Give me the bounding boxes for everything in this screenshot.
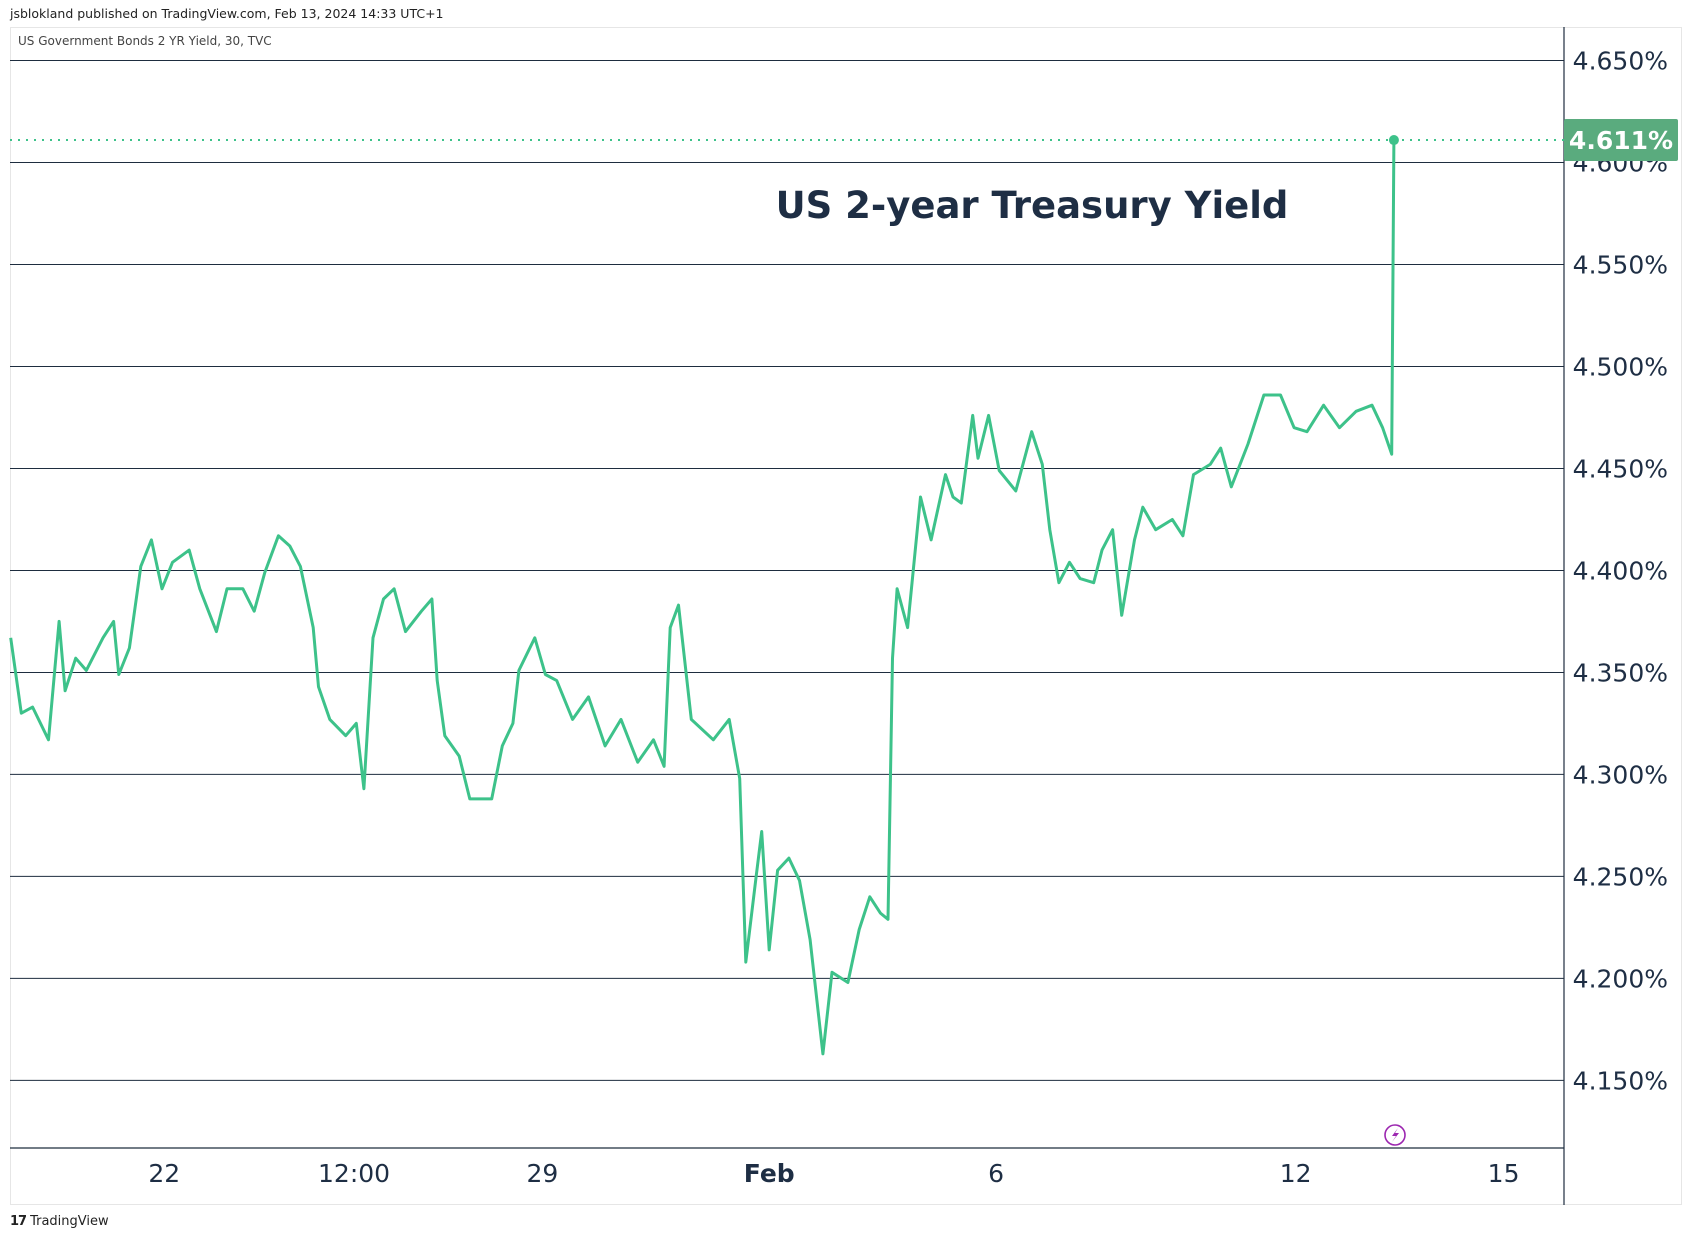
x-tick-label: 6 xyxy=(988,1159,1004,1188)
last-price-label: 4.611% xyxy=(1564,119,1678,162)
x-tick-label: 15 xyxy=(1488,1159,1520,1188)
x-axis-ticks: 22 12:00 29 Feb 6 12 15 xyxy=(148,1159,1519,1188)
y-tick-label: 4.400% xyxy=(1573,556,1668,585)
y-tick-label: 4.350% xyxy=(1573,658,1668,687)
tradingview-brand[interactable]: 17 TradingView xyxy=(10,1214,109,1229)
y-tick-label: 4.150% xyxy=(1573,1066,1668,1095)
last-price-text: 4.611% xyxy=(1569,126,1673,155)
brand-name: TradingView xyxy=(30,1214,109,1229)
chart-frame xyxy=(10,27,1682,1205)
y-tick-label: 4.550% xyxy=(1573,250,1668,279)
tradingview-logo-icon: 17 xyxy=(10,1214,27,1229)
symbol-label[interactable]: US Government Bonds 2 YR Yield, 30, TVC xyxy=(18,34,272,48)
grid-lines xyxy=(10,60,1564,1081)
lightning-event-icon[interactable] xyxy=(1384,1124,1406,1146)
y-tick-label: 4.250% xyxy=(1573,862,1668,891)
x-tick-label: 12 xyxy=(1280,1159,1312,1188)
y-tick-label: 4.450% xyxy=(1573,454,1668,483)
y-tick-label: 4.300% xyxy=(1573,760,1668,789)
chart-title: US 2-year Treasury Yield xyxy=(776,184,1289,227)
x-tick-label: 29 xyxy=(526,1159,558,1188)
x-tick-label: Feb xyxy=(744,1159,795,1188)
x-tick-label: 22 xyxy=(148,1159,180,1188)
y-axis-ticks: 4.650%4.600%4.550%4.500%4.450%4.400%4.35… xyxy=(1573,47,1668,1096)
x-tick-label: 12:00 xyxy=(318,1159,390,1188)
yield-series-line xyxy=(9,140,1396,1056)
last-point-marker xyxy=(1388,135,1399,146)
y-tick-label: 4.200% xyxy=(1573,964,1668,993)
y-tick-label: 4.500% xyxy=(1573,352,1668,381)
y-tick-label: 4.650% xyxy=(1573,47,1668,76)
publisher-info: jsblokland published on TradingView.com,… xyxy=(10,6,444,21)
